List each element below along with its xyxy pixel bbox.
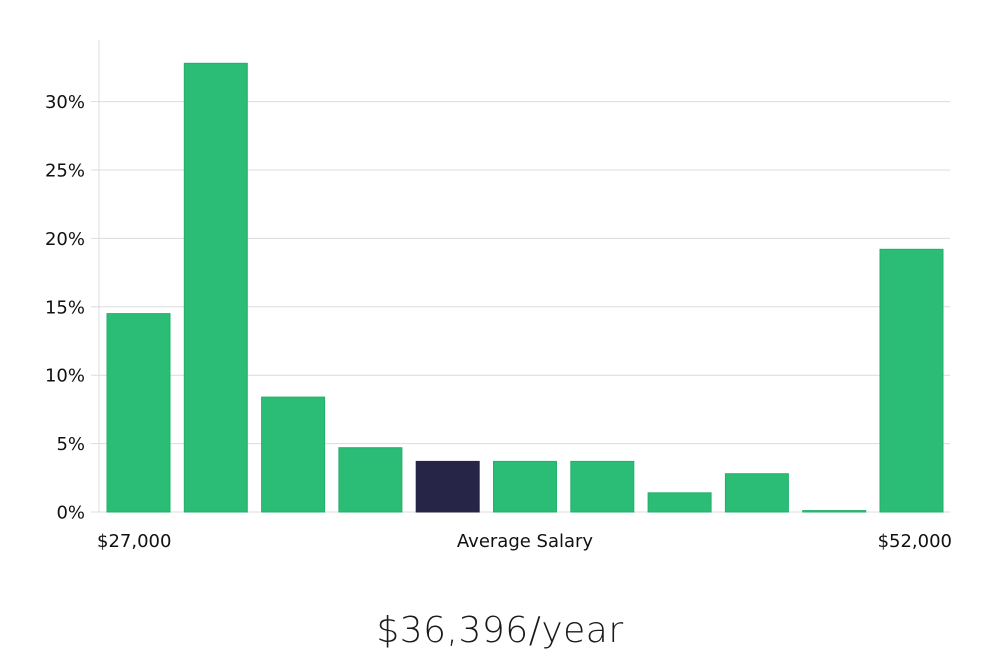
average-salary-value: $36,396/year xyxy=(376,610,624,651)
bar-1 xyxy=(106,313,171,513)
x-axis-labels: $27,000 Average Salary $52,000 xyxy=(97,531,952,552)
bar-2 xyxy=(183,62,248,513)
y-tick-label: 15% xyxy=(45,297,85,318)
bar-9 xyxy=(724,473,789,513)
bar-6 xyxy=(493,460,557,513)
bar-4 xyxy=(338,447,403,513)
bar-7 xyxy=(570,460,635,513)
x-min-label: $27,000 xyxy=(97,531,171,552)
bars xyxy=(106,62,944,513)
bar-3 xyxy=(261,396,326,513)
salary-distribution-chart: 0% 5% 10% 15% 20% 25% 30% $27,000 Average Sala… xyxy=(45,40,952,552)
y-tick-label: 30% xyxy=(45,92,85,113)
x-axis-title: Average Salary xyxy=(457,531,594,552)
y-tick-labels: 0% 5% 10% 15% 20% 25% 30% xyxy=(45,92,99,524)
bar-8 xyxy=(647,492,712,513)
y-tick-label: 5% xyxy=(56,434,85,455)
bar-11 xyxy=(879,248,944,513)
bar-highlighted-average xyxy=(415,460,480,513)
bar-10 xyxy=(802,510,867,513)
y-tick-label: 20% xyxy=(45,229,85,250)
y-tick-label: 0% xyxy=(56,503,85,524)
y-tick-label: 25% xyxy=(45,161,85,182)
x-max-label: $52,000 xyxy=(878,531,952,552)
y-tick-label: 10% xyxy=(45,366,85,387)
